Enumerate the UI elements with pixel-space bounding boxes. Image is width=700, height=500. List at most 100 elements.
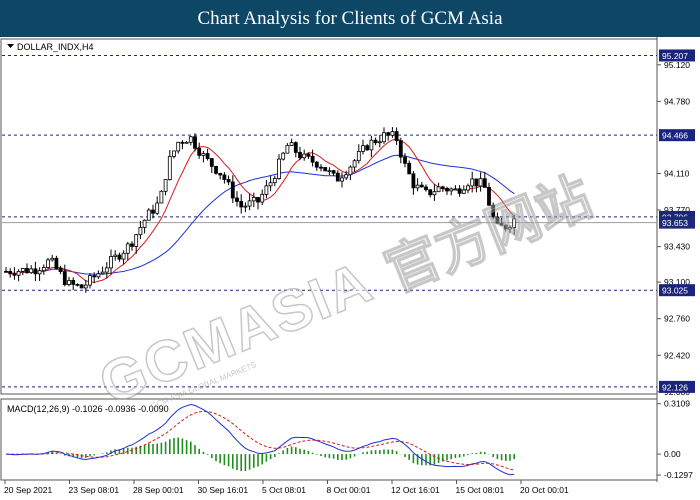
candle-body xyxy=(50,257,55,261)
candle-body xyxy=(272,178,277,184)
candle-body xyxy=(436,186,441,193)
candle-body xyxy=(352,160,357,168)
candle-body xyxy=(398,140,403,158)
macd-line xyxy=(5,403,515,476)
candle-body xyxy=(503,224,508,230)
candle-body xyxy=(298,152,302,159)
price-level-label: 93.653 xyxy=(662,218,688,228)
price-level-badge xyxy=(659,284,695,297)
candle-body xyxy=(16,270,21,276)
candle-body xyxy=(335,172,340,182)
candle-body xyxy=(466,185,470,191)
candle-body xyxy=(268,182,273,187)
candle-body xyxy=(235,197,239,202)
candle-body xyxy=(247,200,252,207)
price-level-label: 92.126 xyxy=(662,382,688,392)
candle-body xyxy=(474,178,479,187)
candle-body xyxy=(193,136,197,149)
price-level-label: 95.207 xyxy=(662,51,688,61)
candle-body xyxy=(130,243,134,247)
candle-body xyxy=(302,153,307,159)
symbol-label: DOLLAR_INDX,H4 xyxy=(17,42,94,52)
candle-body xyxy=(205,153,210,159)
candle-body xyxy=(382,132,386,143)
candle-body xyxy=(264,185,269,195)
candle-body xyxy=(226,179,231,183)
candle-body xyxy=(340,177,344,182)
candle-body xyxy=(71,279,76,285)
candle-body xyxy=(428,189,433,196)
candle-body xyxy=(319,166,323,169)
candle-body xyxy=(176,141,181,152)
candle-body xyxy=(356,150,361,162)
candle-body xyxy=(104,267,109,273)
candle-body xyxy=(495,216,500,224)
candle-body xyxy=(281,152,286,160)
candle-body xyxy=(121,252,126,260)
candle-body xyxy=(310,155,315,163)
page-title: Chart Analysis for Clients of GCM Asia xyxy=(197,7,503,29)
time-axis-label: 20 Sep 2021 xyxy=(4,485,52,495)
price-axis-label: 92.420 xyxy=(664,350,690,360)
candle-body xyxy=(440,186,445,189)
time-axis-label: 15 Oct 08:01 xyxy=(456,485,505,495)
candle-body xyxy=(37,270,42,275)
macd-axis-label: 0.3109 xyxy=(664,399,690,409)
candle-body xyxy=(487,187,491,206)
macd-axis-label: 0.00 xyxy=(664,449,681,459)
symbol-dropdown-icon[interactable] xyxy=(7,44,14,48)
price-axis-label: 93.100 xyxy=(664,277,690,287)
candle-body xyxy=(289,142,294,146)
candle-body xyxy=(419,184,424,188)
time-axis-label: 28 Sep 00:01 xyxy=(133,485,184,495)
candle-body xyxy=(67,279,71,285)
candle-body xyxy=(92,275,97,278)
candle-body xyxy=(361,145,365,152)
candle-body xyxy=(348,166,353,176)
candle-body xyxy=(88,275,92,286)
price-level-badge xyxy=(659,129,695,142)
candle-body xyxy=(29,268,34,274)
candle-body xyxy=(457,188,462,194)
time-axis-label: 30 Sep 16:01 xyxy=(198,485,249,495)
candle-body xyxy=(218,172,223,176)
macd-panel[interactable] xyxy=(0,398,658,481)
candle-body xyxy=(277,158,281,179)
price-axis-label: 93.770 xyxy=(664,205,690,215)
price-level-badge xyxy=(659,380,695,393)
candle-body xyxy=(243,205,248,208)
candle-body xyxy=(8,271,13,275)
candle-body xyxy=(424,186,428,191)
candle-body xyxy=(20,268,25,272)
page-title-banner: Chart Analysis for Clients of GCM Asia xyxy=(0,0,700,37)
candle-body xyxy=(12,273,17,276)
candle-body xyxy=(214,165,218,174)
candle-body xyxy=(142,219,147,228)
candle-body xyxy=(365,145,370,151)
candle-body xyxy=(491,204,496,218)
candle-body xyxy=(113,254,118,257)
candle-body xyxy=(159,190,164,204)
candle-body xyxy=(46,259,50,268)
time-axis-label: 8 Oct 00:01 xyxy=(327,485,371,495)
candle-body xyxy=(134,234,139,247)
candle-body xyxy=(180,141,185,144)
candle-body xyxy=(508,227,512,230)
candle-body xyxy=(33,268,38,275)
time-axis-label: 20 Oct 00:01 xyxy=(520,485,569,495)
candle-body xyxy=(373,139,378,144)
candle-body xyxy=(79,284,84,289)
candle-body xyxy=(260,193,265,203)
candle-body xyxy=(470,178,475,187)
candle-body xyxy=(239,201,244,208)
chart-area[interactable]: DOLLAR_INDX,H4 MACD(12,26,9) -0.1026 -0.… xyxy=(0,37,700,500)
candle-body xyxy=(222,174,227,180)
candle-body xyxy=(75,283,80,286)
candle-body xyxy=(331,170,336,174)
candle-body xyxy=(449,188,454,192)
candle-body xyxy=(407,162,412,175)
macd-label: MACD(12,26,9) -0.1026 -0.0936 -0.0090 xyxy=(7,404,169,414)
candle-body xyxy=(344,174,349,179)
candle-body xyxy=(209,158,214,167)
candle-body xyxy=(403,156,407,164)
